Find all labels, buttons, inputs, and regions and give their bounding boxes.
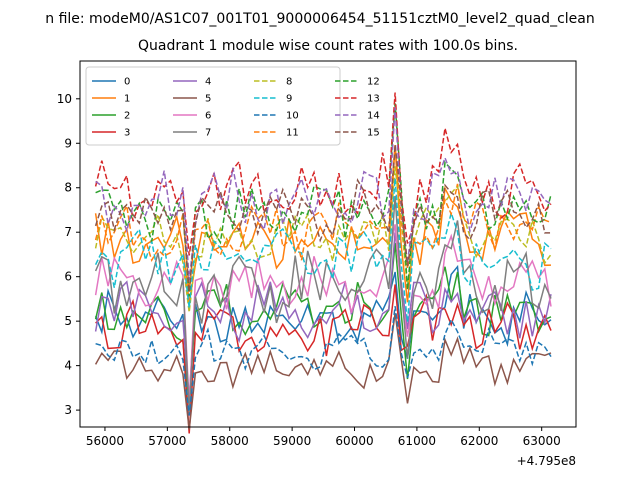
- series-line-11: [94, 145, 552, 292]
- legend-label-4: 4: [205, 77, 211, 88]
- legend-label-3: 3: [124, 128, 130, 139]
- legend-label-10: 10: [286, 111, 299, 122]
- x-tick-label: 63000: [523, 434, 561, 448]
- x-tick-label: 60000: [335, 434, 373, 448]
- series-line-10: [95, 306, 552, 416]
- chart-title: Quadrant 1 module wise count rates with …: [138, 38, 518, 54]
- legend-label-13: 13: [367, 94, 380, 105]
- series-line-3: [95, 284, 552, 434]
- series-line-9: [94, 178, 552, 322]
- series-line-2: [94, 242, 552, 405]
- series-line-12: [95, 103, 552, 297]
- y-tick-label: 3: [64, 403, 72, 417]
- series-line-8: [94, 166, 552, 313]
- x-tick-label: 56000: [86, 434, 124, 448]
- legend-label-0: 0: [124, 77, 130, 88]
- series-line-4: [94, 232, 552, 400]
- x-tick-label: 61000: [398, 434, 436, 448]
- legend-label-6: 6: [205, 111, 211, 122]
- legend-label-1: 1: [124, 94, 130, 105]
- y-tick-label: 6: [64, 270, 72, 284]
- axes-frame: [79, 60, 577, 428]
- legend-label-11: 11: [286, 128, 299, 139]
- x-tick-label: 58000: [211, 434, 249, 448]
- legend-box: [85, 66, 341, 146]
- legend-label-7: 7: [205, 128, 211, 139]
- series-line-7: [94, 195, 552, 414]
- x-tick-label: 57000: [148, 434, 186, 448]
- series-line-5: [94, 313, 552, 430]
- series-line-15: [94, 144, 552, 293]
- series-line-14: [95, 107, 552, 281]
- y-tick-label: 10: [57, 92, 72, 106]
- legend-label-2: 2: [124, 111, 130, 122]
- legend-label-12: 12: [367, 77, 380, 88]
- y-tick-label: 8: [64, 181, 72, 195]
- x-tick-label: 62000: [460, 434, 498, 448]
- legend-label-5: 5: [205, 94, 211, 105]
- x-offset-label: +4.795e8: [517, 454, 576, 468]
- x-tick-label: 59000: [273, 434, 311, 448]
- y-tick-label: 9: [64, 136, 72, 150]
- y-tick-label: 4: [64, 359, 72, 373]
- chart-suptitle: n file: modeM0/AS1C07_001T01_9000006454_…: [45, 11, 594, 27]
- legend-label-14: 14: [367, 111, 380, 122]
- y-tick-label: 7: [64, 225, 72, 239]
- y-tick-label: 5: [64, 314, 72, 328]
- legend-label-15: 15: [367, 128, 380, 139]
- legend-label-8: 8: [286, 77, 292, 88]
- legend-label-9: 9: [286, 94, 292, 105]
